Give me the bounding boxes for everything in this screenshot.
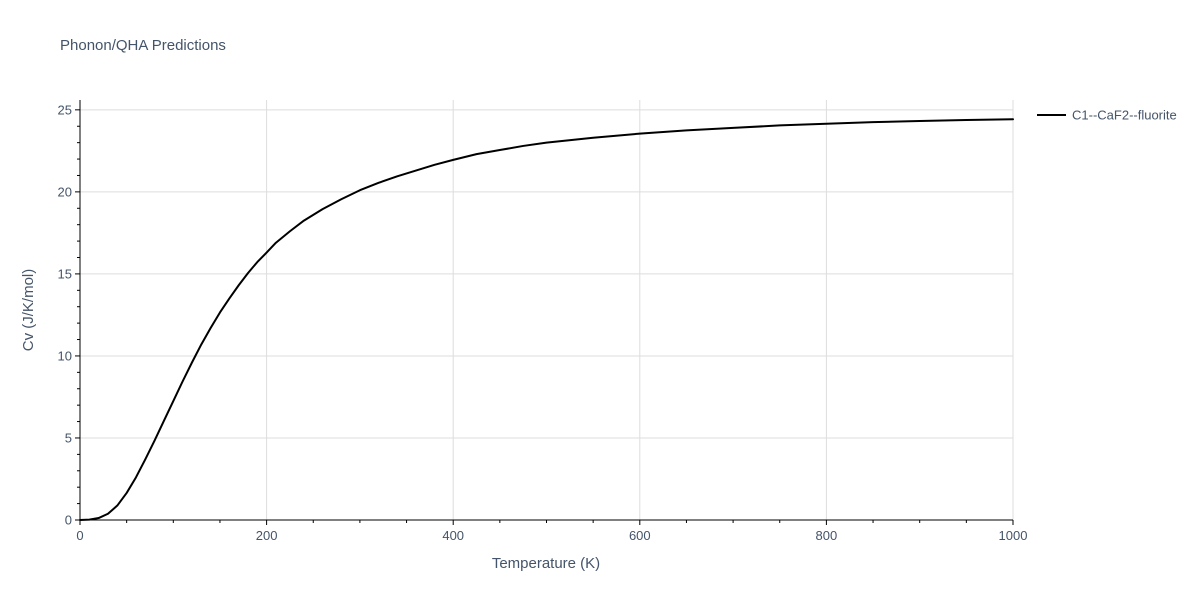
x-tick-label: 1000 <box>999 528 1028 543</box>
chart-title: Phonon/QHA Predictions <box>60 37 226 54</box>
legend-label: C1--CaF2--fluorite <box>1072 108 1177 123</box>
y-tick-label: 5 <box>65 430 72 445</box>
series-line <box>79 118 1014 521</box>
x-tick-label: 600 <box>629 528 651 543</box>
y-axis-title: Cv (J/K/mol) <box>20 269 37 352</box>
tick-labels: 0 200 400 600 800 1000 0 5 10 15 20 25 <box>58 102 1028 543</box>
y-tick-label: 25 <box>58 102 72 117</box>
x-tick-label: 200 <box>256 528 278 543</box>
x-tick-label: 0 <box>76 528 83 543</box>
axes <box>75 100 1014 525</box>
x-tick-label: 800 <box>816 528 838 543</box>
x-tick-label: 400 <box>442 528 464 543</box>
grid-lines <box>80 100 1014 520</box>
y-tick-label: 0 <box>65 513 72 528</box>
x-axis-title: Temperature (K) <box>492 555 600 572</box>
y-tick-label: 20 <box>58 184 72 199</box>
y-tick-label: 10 <box>58 348 72 363</box>
series-layer <box>79 118 1014 521</box>
legend[interactable]: C1--CaF2--fluorite <box>1037 108 1177 123</box>
y-tick-label: 15 <box>58 266 72 281</box>
